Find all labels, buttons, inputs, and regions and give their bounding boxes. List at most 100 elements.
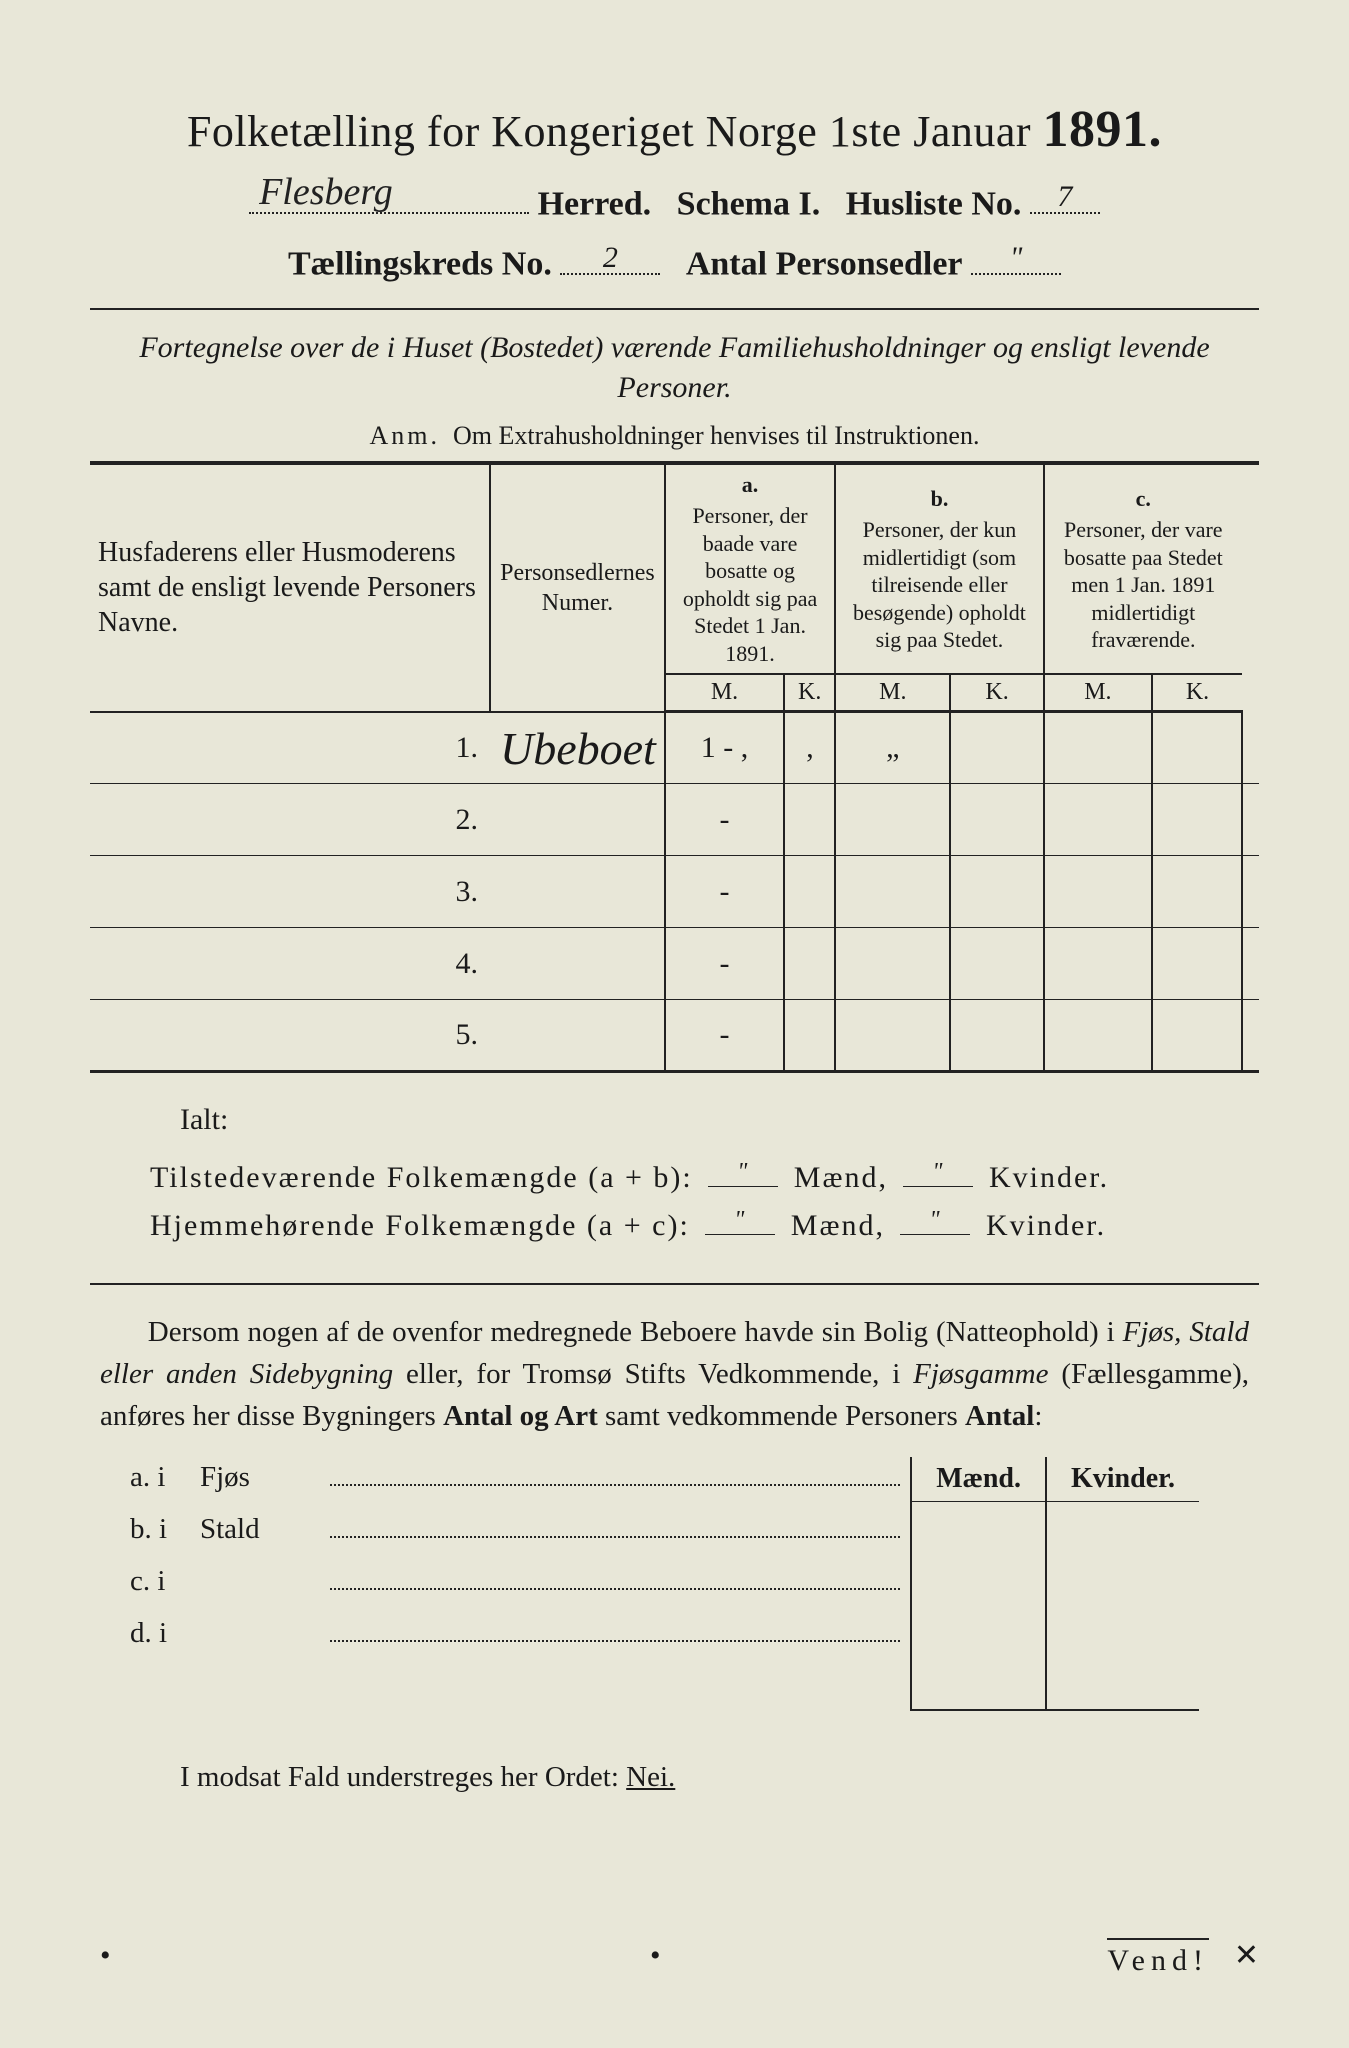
title-year: 1891. bbox=[1043, 101, 1163, 158]
th-b: b. Personer, der kun midlertidigt (som t… bbox=[835, 463, 1043, 675]
hole-mark: ✕ bbox=[1234, 1938, 1259, 1973]
row-a-k bbox=[835, 784, 950, 856]
sum2-m: " bbox=[734, 1207, 746, 1234]
sedler-label: Antal Personsedler bbox=[686, 246, 963, 283]
row-c-k bbox=[1242, 856, 1259, 928]
th-a-label: a. bbox=[674, 471, 826, 499]
th-b-text: Personer, der kun midlertidigt (som tilr… bbox=[853, 517, 1026, 652]
table-row: 5.- bbox=[90, 1000, 1259, 1072]
row-num: 1. bbox=[90, 712, 490, 784]
row-b-m bbox=[950, 928, 1043, 1000]
th-a-m: M. bbox=[665, 674, 784, 712]
husliste-field: 7 bbox=[1030, 177, 1100, 214]
ialt-label: Ialt: bbox=[180, 1103, 1259, 1137]
row-a-k bbox=[835, 856, 950, 928]
row-name bbox=[490, 1000, 665, 1072]
row-psnum: - bbox=[665, 1000, 784, 1072]
th-a-k: K. bbox=[784, 674, 835, 712]
th-a-text: Personer, der baade vare bosatte og opho… bbox=[683, 503, 817, 666]
row-a-k: „ bbox=[835, 712, 950, 784]
th-c-m: M. bbox=[1044, 674, 1152, 712]
th-b-label: b. bbox=[844, 485, 1034, 513]
sum1-m: " bbox=[737, 1159, 749, 1186]
lower-lbl: b. i bbox=[130, 1513, 200, 1546]
table-row: 1.Ubeboet1 - ,‚„ bbox=[90, 712, 1259, 784]
row-c-m bbox=[1152, 1000, 1242, 1072]
para-b1: Antal og Art bbox=[443, 1400, 598, 1432]
anm-line: Anm. Om Extrahusholdninger henvises til … bbox=[90, 421, 1259, 451]
lower-row: c. i bbox=[130, 1561, 900, 1613]
row-a-m bbox=[784, 1000, 835, 1072]
th-c-k: K. bbox=[1152, 674, 1242, 712]
mk-cell bbox=[1046, 1502, 1199, 1554]
row-b-m bbox=[950, 712, 1043, 784]
row-c-m bbox=[1152, 784, 1242, 856]
row-b-m bbox=[950, 784, 1043, 856]
paragraph: Dersom nogen af de ovenfor medregnede Be… bbox=[100, 1311, 1249, 1437]
row-b-k bbox=[1044, 856, 1152, 928]
lower-section: a. iFjøsb. iStaldc. id. i Mænd. Kvinder. bbox=[130, 1457, 1199, 1711]
sum2-kw: Kvinder. bbox=[986, 1209, 1106, 1242]
row-num: 4. bbox=[90, 928, 490, 1000]
row-b-m bbox=[950, 1000, 1043, 1072]
row-b-k bbox=[1044, 928, 1152, 1000]
nei-word: Nei. bbox=[626, 1761, 675, 1793]
row-b-m bbox=[950, 856, 1043, 928]
row-a-k bbox=[835, 928, 950, 1000]
para-t2: eller, for Tromsø Stifts Vedkommende, i bbox=[393, 1358, 913, 1390]
sum1-kw: Kvinder. bbox=[989, 1161, 1109, 1194]
sum2-label: Hjemmehørende Folkemængde (a + c): bbox=[150, 1209, 690, 1242]
lower-row: d. i bbox=[130, 1613, 900, 1665]
row-name: Ubeboet bbox=[490, 712, 665, 784]
sum1-k: " bbox=[932, 1159, 944, 1186]
anm-text: Om Extrahusholdninger henvises til Instr… bbox=[453, 421, 979, 450]
sum-resident: Hjemmehørende Folkemængde (a + c): " Mæn… bbox=[150, 1205, 1259, 1243]
lower-dots bbox=[330, 1509, 900, 1538]
nei-line: I modsat Fald understreges her Ordet: Ne… bbox=[180, 1761, 1259, 1794]
mk-m: Mænd. bbox=[911, 1457, 1046, 1502]
sum2-m-field: " bbox=[705, 1205, 775, 1235]
hole-mark: • bbox=[100, 1939, 111, 1973]
th-a: a. Personer, der baade vare bosatte og o… bbox=[665, 463, 835, 675]
row-c-m bbox=[1152, 928, 1242, 1000]
mk-cell bbox=[1046, 1658, 1199, 1710]
para-t4: samt vedkommende Personers bbox=[598, 1400, 965, 1432]
row-c-m bbox=[1152, 712, 1242, 784]
lower-word: Fjøs bbox=[200, 1461, 330, 1494]
para-t1: Dersom nogen af de ovenfor medregnede Be… bbox=[148, 1316, 1123, 1348]
sum2-k: " bbox=[929, 1207, 941, 1234]
kreds-label: Tællingskreds No. bbox=[288, 246, 552, 283]
sum1-k-field: " bbox=[903, 1157, 973, 1187]
mk-k: Kvinder. bbox=[1046, 1457, 1199, 1502]
census-form: Folketælling for Kongeriget Norge 1ste J… bbox=[90, 100, 1259, 1794]
line-herred: Flesberg Herred. Schema I. Husliste No. … bbox=[90, 177, 1259, 223]
subtitle: Fortegnelse over de i Huset (Bostedet) v… bbox=[90, 328, 1259, 409]
anm-prefix: Anm. bbox=[370, 421, 441, 450]
lower-lbl: c. i bbox=[130, 1565, 200, 1598]
row-a-m bbox=[784, 928, 835, 1000]
sum-present: Tilstedeværende Folkemængde (a + b): " M… bbox=[150, 1157, 1259, 1195]
kreds-value: 2 bbox=[603, 241, 618, 275]
row-num: 3. bbox=[90, 856, 490, 928]
th-b-m: M. bbox=[835, 674, 950, 712]
sum2-mw: Mænd, bbox=[791, 1209, 885, 1242]
lower-row: a. iFjøs bbox=[130, 1457, 900, 1509]
th-b-k: K. bbox=[950, 674, 1043, 712]
vend-label: Vend! bbox=[1107, 1938, 1209, 1978]
row-psnum: - bbox=[665, 856, 784, 928]
title-text: Folketælling for Kongeriget Norge 1ste J… bbox=[187, 107, 1043, 156]
row-a-k bbox=[835, 1000, 950, 1072]
row-psnum: - bbox=[665, 784, 784, 856]
mk-cell bbox=[1046, 1606, 1199, 1658]
th-name-text: Husfaderens eller Husmoderens samt de en… bbox=[98, 537, 476, 638]
table-row: 4.- bbox=[90, 928, 1259, 1000]
nei-pre: I modsat Fald understreges her Ordet: bbox=[180, 1761, 626, 1793]
th-c-label: c. bbox=[1053, 485, 1234, 513]
th-c: c. Personer, der vare bosatte paa Stedet… bbox=[1044, 463, 1242, 675]
row-num: 2. bbox=[90, 784, 490, 856]
table-row: 3. - bbox=[90, 856, 1259, 928]
row-psnum: 1 - , bbox=[665, 712, 784, 784]
mk-table: Mænd. Kvinder. bbox=[910, 1457, 1199, 1711]
th-name: Husfaderens eller Husmoderens samt de en… bbox=[90, 463, 490, 712]
sedler-value: " bbox=[1010, 241, 1023, 275]
